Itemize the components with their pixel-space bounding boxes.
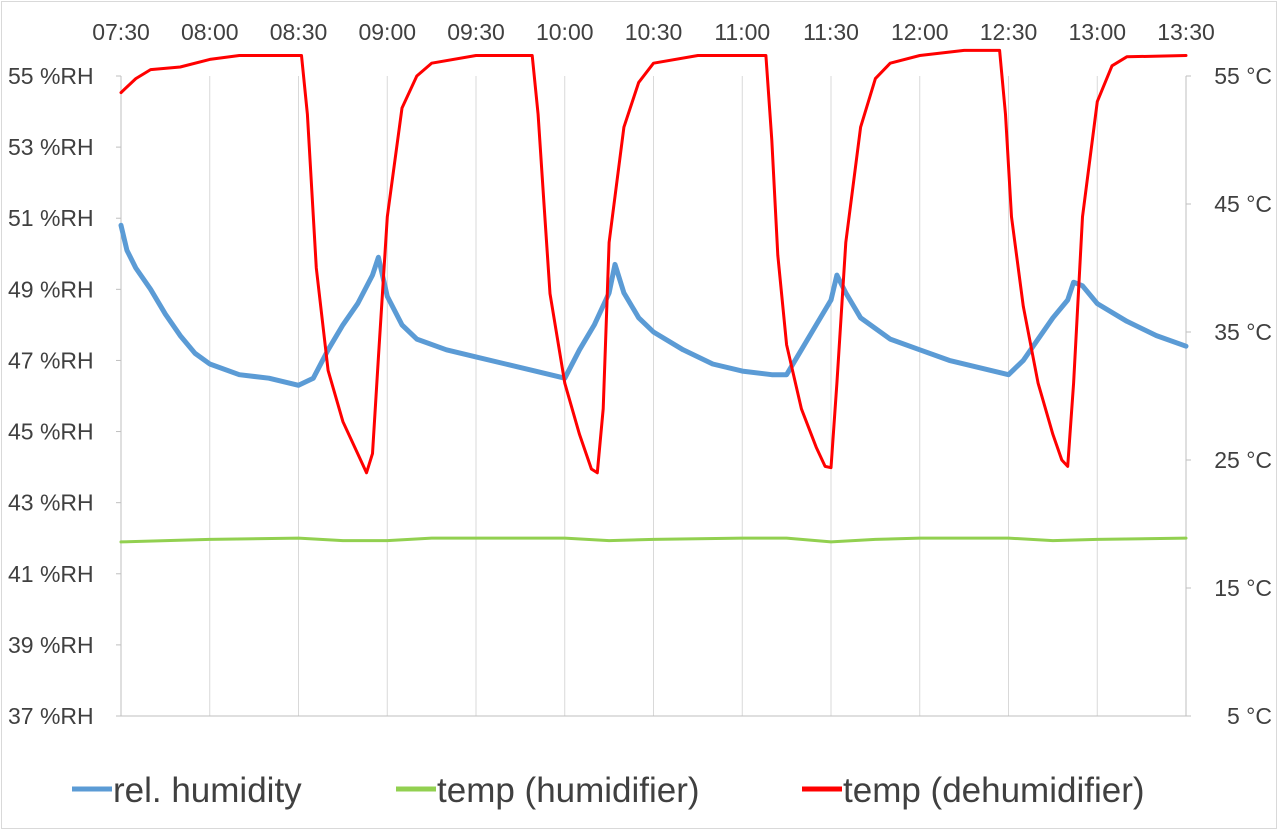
x-tick-label: 08:00 (181, 19, 239, 45)
y-left-tick-label: 49 %RH (8, 276, 94, 302)
x-tick-label: 09:00 (358, 19, 416, 45)
y-left-tick-label: 39 %RH (8, 632, 94, 658)
x-tick-label: 12:30 (980, 19, 1038, 45)
y-right-tick-label: 15 °C (1214, 575, 1272, 601)
y-left-tick-label: 41 %RH (8, 561, 94, 587)
x-tick-label: 11:30 (803, 19, 859, 45)
x-tick-label: 10:00 (536, 19, 594, 45)
axis-layer: 07:30 08:00 08:30 09:00 09:30 10:00 10:30 11:00… (8, 19, 1272, 729)
grid-layer (209, 76, 1098, 716)
y-left-tick-label: 53 %RH (8, 134, 94, 160)
x-tick-label: 11:00 (714, 19, 770, 45)
legend: rel. humidity temp (humidifier) temp (dehu… (72, 771, 1145, 810)
x-tick-label: 12:00 (891, 19, 949, 45)
y-right-tick-label: 45 °C (1214, 191, 1272, 217)
series-line-2 (119, 48, 1188, 475)
series-layer (118, 48, 1189, 544)
y-left-tick-label: 47 %RH (8, 347, 94, 373)
y-right-tick-label: 35 °C (1214, 319, 1272, 345)
series-line-0 (118, 222, 1189, 388)
x-tick-label: 08:30 (270, 19, 328, 45)
x-tick-label: 13:00 (1068, 19, 1126, 45)
y-left-tick-label: 43 %RH (8, 490, 94, 516)
legend-label-2: temp (dehumidifier) (843, 771, 1145, 810)
y-right-tick-label: 5 °C (1227, 703, 1272, 729)
x-tick-label: 13:30 (1157, 19, 1215, 45)
y-right-tick-label: 55 °C (1214, 63, 1272, 89)
y-left-tick-label: 45 %RH (8, 419, 94, 445)
y-left-tick-label: 51 %RH (8, 205, 94, 231)
legend-label-1: temp (humidifier) (437, 771, 700, 810)
y-right-tick-label: 25 °C (1214, 447, 1272, 473)
y-left-tick-label: 37 %RH (8, 703, 94, 729)
legend-label-0: rel. humidity (113, 771, 302, 810)
x-tick-label: 07:30 (92, 19, 150, 45)
series-line-1 (119, 536, 1188, 544)
x-tick-label: 09:30 (447, 19, 505, 45)
x-tick-label: 10:30 (625, 19, 683, 45)
y-left-tick-label: 55 %RH (8, 63, 94, 89)
